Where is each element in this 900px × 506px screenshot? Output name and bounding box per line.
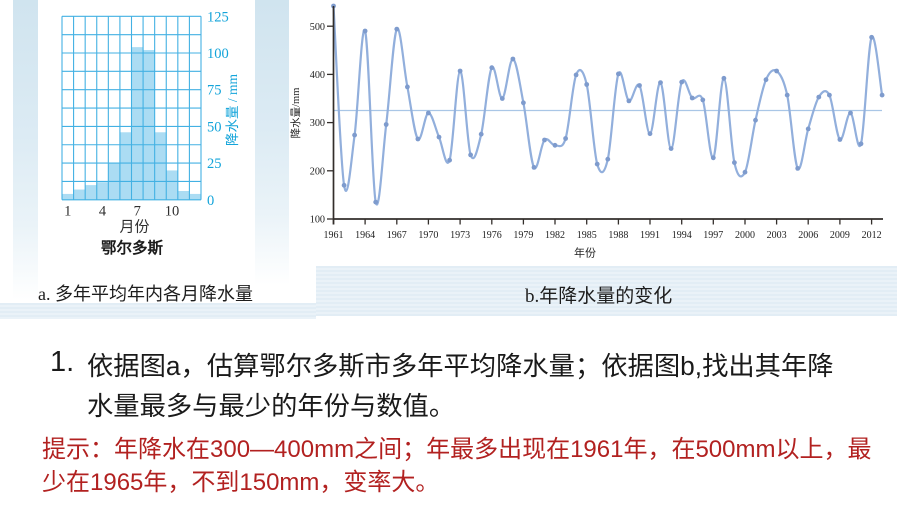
svg-text:7: 7 (134, 204, 141, 220)
svg-text:2006: 2006 (798, 230, 818, 241)
svg-text:1970: 1970 (418, 230, 438, 241)
svg-text:125: 125 (207, 9, 229, 25)
svg-text:1982: 1982 (545, 230, 565, 241)
svg-text:500: 500 (310, 22, 325, 33)
svg-text:降水量/mm: 降水量/mm (289, 88, 302, 139)
svg-text:25: 25 (207, 156, 222, 172)
svg-text:1: 1 (64, 204, 71, 220)
svg-text:1964: 1964 (355, 230, 375, 241)
svg-text:2009: 2009 (830, 230, 850, 241)
svg-text:1967: 1967 (387, 230, 407, 241)
svg-text:1991: 1991 (640, 230, 660, 241)
svg-text:50: 50 (207, 119, 222, 135)
svg-text:0: 0 (207, 193, 214, 209)
svg-text:月份: 月份 (119, 219, 149, 236)
svg-text:10: 10 (165, 204, 180, 220)
svg-text:1985: 1985 (577, 230, 597, 241)
svg-text:1979: 1979 (513, 230, 533, 241)
svg-text:100: 100 (310, 215, 325, 226)
svg-text:1961: 1961 (324, 230, 344, 241)
svg-text:年份: 年份 (574, 246, 596, 260)
svg-text:1994: 1994 (672, 230, 692, 241)
svg-text:2012: 2012 (862, 230, 882, 241)
svg-text:降水量 / mm: 降水量 / mm (225, 74, 240, 147)
svg-text:鄂尔多斯: 鄂尔多斯 (101, 238, 164, 257)
svg-text:1988: 1988 (608, 230, 628, 241)
svg-text:1997: 1997 (703, 230, 723, 241)
svg-text:100: 100 (207, 46, 229, 62)
svg-text:2000: 2000 (735, 230, 755, 241)
svg-text:1973: 1973 (450, 230, 470, 241)
svg-text:300: 300 (310, 118, 325, 129)
svg-text:200: 200 (310, 166, 325, 177)
svg-text:1976: 1976 (482, 230, 502, 241)
svg-text:75: 75 (207, 83, 222, 99)
svg-text:400: 400 (310, 70, 325, 81)
svg-text:2003: 2003 (767, 230, 787, 241)
svg-text:4: 4 (99, 204, 107, 220)
